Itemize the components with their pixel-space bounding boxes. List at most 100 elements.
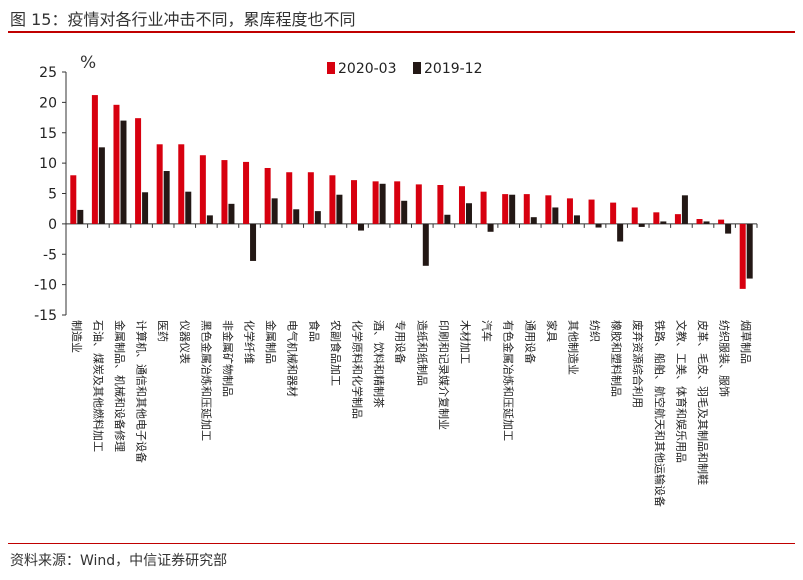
x-category-label: 仪器仪表 — [178, 320, 192, 364]
x-category-label: 金属制品、机械和设备修理 — [113, 320, 127, 452]
figure-title-row: 图 15：疫情对各行业冲击不同，累库程度也不同 — [10, 6, 355, 30]
bar-2020-03 — [502, 194, 509, 224]
bar-2019-12 — [293, 209, 300, 224]
x-category-label: 通用设备 — [523, 320, 537, 364]
bar-2019-12 — [163, 171, 170, 224]
bar-2019-12 — [487, 223, 494, 232]
x-category-label: 专用设备 — [394, 320, 408, 364]
bar-2019-12 — [77, 209, 84, 224]
title-rule — [8, 31, 795, 33]
x-category-label: 有色金属冶炼和压延加工 — [502, 320, 516, 441]
x-category-label: 电气机械和器材 — [286, 320, 300, 397]
legend-label-2019-12: 2019-12 — [424, 61, 483, 77]
x-category-label: 酒、饮料和精制茶 — [372, 320, 386, 408]
figure-title: 疫情对各行业冲击不同，累库程度也不同 — [67, 10, 356, 29]
x-category-label: 农副食品加工 — [329, 320, 343, 386]
x-category-label: 制造业 — [70, 320, 84, 353]
y-tick-label: 20 — [39, 95, 57, 111]
x-category-label: 非金属矿物制品 — [221, 320, 235, 397]
bar-2019-12 — [746, 223, 753, 279]
y-tick-label: 10 — [39, 156, 57, 172]
bar-2019-12 — [638, 223, 645, 227]
bar-2019-12 — [120, 120, 127, 224]
x-category-label: 印刷和记录媒介复制业 — [437, 320, 451, 430]
bar-2020-03 — [199, 155, 206, 224]
y-axis: -15 -10 -5 0 5 10 15 20 25 — [34, 65, 67, 324]
y-tick-label: 5 — [48, 187, 57, 203]
bar-2020-03 — [545, 195, 552, 224]
bar-chart: -15 -10 -5 0 5 10 15 20 25 制造业 石油、煤炭及其他燃料加工 金属制品、机… — [34, 53, 758, 507]
x-category-label: 文教、工美、体育和娱乐用品 — [674, 320, 688, 463]
bar-2020-03 — [113, 104, 120, 224]
y-tick-label: 15 — [39, 126, 57, 142]
bar-2020-03 — [458, 186, 465, 224]
bar-2020-03 — [523, 194, 530, 224]
figure-label: 图 15： — [10, 10, 68, 29]
bar-2019-12 — [617, 223, 624, 242]
x-category-label: 废弃资源综合利用 — [631, 320, 645, 408]
bar-2020-03 — [351, 180, 358, 224]
x-category-label: 纺织服装、服饰 — [718, 320, 732, 397]
y-tick-label: -15 — [34, 308, 57, 324]
bar-2019-12 — [358, 223, 365, 231]
category-labels: 制造业 石油、煤炭及其他燃料加工 金属制品、机械和设备修理 计算机、通信和其他电子设备… — [70, 320, 753, 507]
bar-2019-12 — [142, 192, 149, 224]
x-axis — [65, 223, 758, 228]
x-category-label: 烟草制品 — [739, 320, 753, 364]
x-category-label: 皮革、毛皮、羽毛及其制品和制鞋 — [696, 320, 710, 485]
bar-2019-12 — [401, 200, 408, 224]
bar-2020-03 — [329, 175, 336, 224]
bar-2020-03 — [415, 184, 422, 224]
bar-2019-12 — [98, 147, 105, 224]
bar-2019-12 — [444, 214, 451, 224]
y-tick-label: 25 — [39, 65, 57, 81]
x-category-label: 家具 — [545, 320, 559, 342]
bar-2020-03 — [91, 95, 98, 224]
bar-2020-03 — [653, 212, 660, 224]
bar-2019-12 — [465, 203, 472, 224]
bar-2020-03 — [674, 214, 681, 224]
y-tick-label: -5 — [43, 247, 57, 263]
y-tick-label: 0 — [48, 217, 57, 233]
bar-2019-12 — [336, 194, 343, 224]
legend: 2020-03 2019-12 — [327, 61, 483, 77]
bar-2019-12 — [595, 223, 602, 228]
x-category-label: 铁路、船舶、航空航天和其他运输设备 — [653, 320, 667, 507]
bar-2020-03 — [221, 160, 228, 224]
bar-2020-03 — [566, 198, 573, 224]
footer-rule — [8, 543, 795, 544]
legend-label-2020-03: 2020-03 — [338, 61, 397, 77]
bar-2020-03 — [394, 181, 401, 224]
bar-2020-03 — [70, 175, 77, 224]
bar-2019-12 — [379, 183, 386, 224]
bar-2020-03 — [718, 219, 725, 224]
y-tick-label: -10 — [34, 278, 57, 294]
bar-2019-12 — [552, 207, 559, 224]
bar-2019-12 — [573, 215, 580, 224]
bar-2020-03 — [696, 219, 703, 224]
x-category-label: 食品 — [307, 320, 321, 342]
bar-2020-03 — [372, 181, 379, 224]
bar-2020-03 — [739, 223, 746, 289]
bar-2020-03 — [243, 161, 250, 224]
bar-2019-12 — [660, 221, 667, 224]
bar-2019-12 — [228, 203, 235, 224]
x-category-label: 汽车 — [480, 320, 494, 342]
bar-2020-03 — [610, 202, 617, 224]
bar-2019-12 — [530, 217, 537, 224]
bar-2019-12 — [250, 223, 257, 261]
x-category-label: 医药 — [156, 320, 169, 342]
bar-2019-12 — [271, 198, 278, 224]
bar-2020-03 — [135, 118, 142, 224]
x-category-label: 其他制造业 — [566, 320, 580, 375]
y-unit-label: % — [80, 53, 96, 73]
x-category-label: 造纸和纸制品 — [415, 320, 429, 386]
bar-2019-12 — [725, 223, 732, 234]
legend-swatch-2020-03 — [327, 62, 335, 74]
x-category-label: 石油、煤炭及其他燃料加工 — [91, 320, 105, 452]
legend-swatch-2019-12 — [413, 62, 421, 74]
bar-2019-12 — [185, 191, 192, 224]
bar-2020-03 — [264, 167, 271, 224]
bar-2019-12 — [314, 211, 321, 224]
bar-2019-12 — [206, 215, 213, 224]
